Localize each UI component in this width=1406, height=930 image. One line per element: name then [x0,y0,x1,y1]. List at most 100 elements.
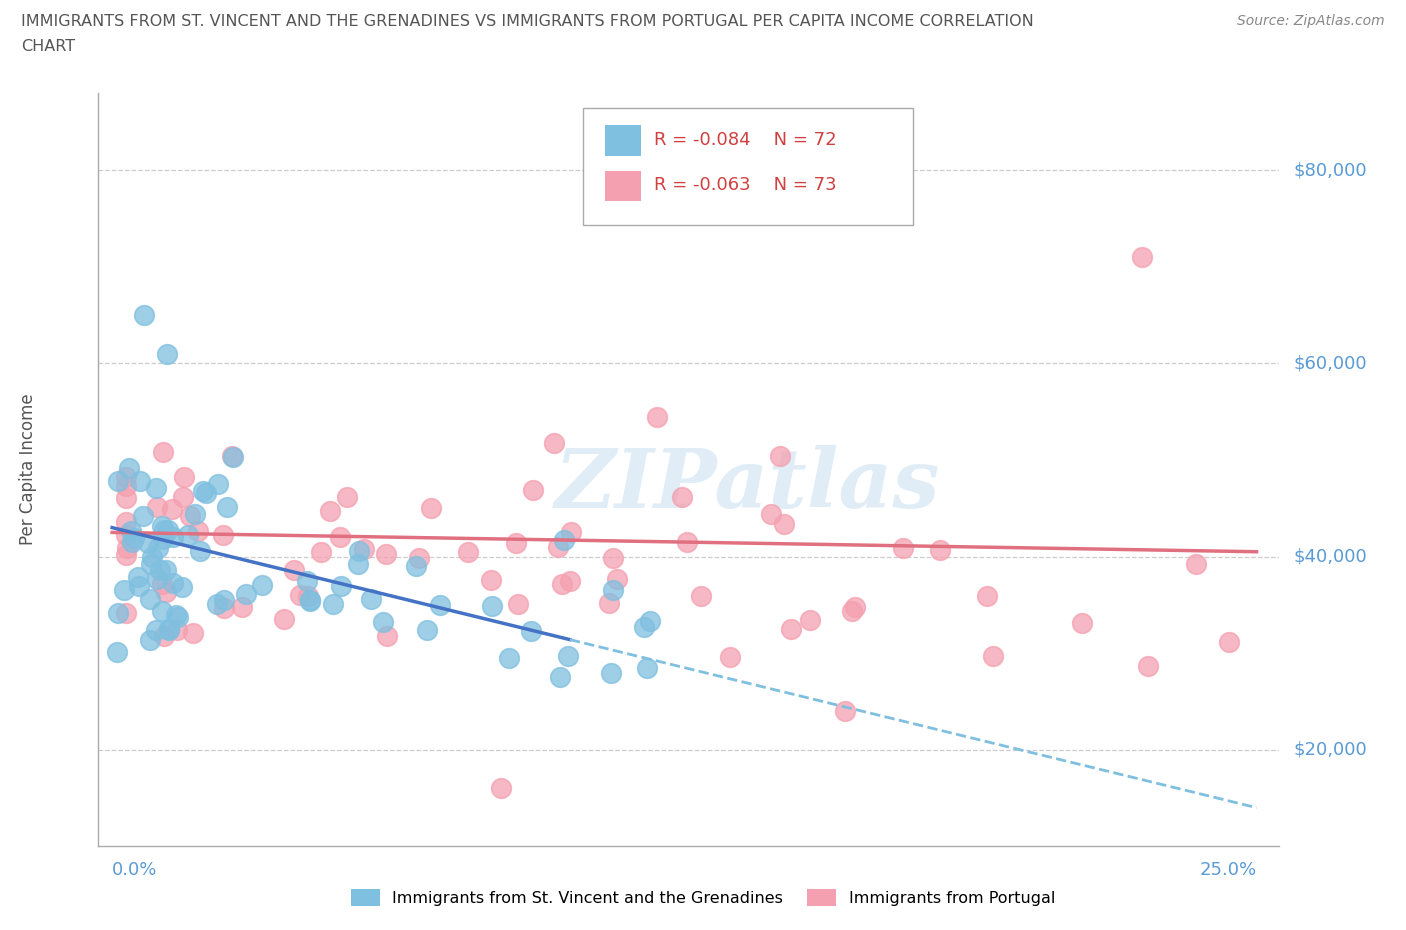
Point [136,536,159,551]
Point [891,540,914,555]
Point [598,595,620,610]
Point [152,445,174,459]
Point [155,584,177,599]
Point [141,550,163,565]
Point [162,529,184,544]
Point [1130,250,1153,265]
FancyBboxPatch shape [582,108,914,225]
Point [115,541,138,556]
Point [1218,635,1240,650]
Text: $80,000: $80,000 [1294,161,1367,179]
Point [146,499,169,514]
Point [173,469,195,484]
Point [1071,616,1094,631]
Point [505,536,527,551]
Point [319,504,342,519]
Point [522,483,544,498]
Point [211,527,233,542]
Point [633,619,655,634]
Point [981,649,1004,664]
Point [408,551,430,565]
Point [560,525,582,539]
Text: $20,000: $20,000 [1294,740,1367,759]
Point [215,499,238,514]
Point [156,523,179,538]
Point [675,535,697,550]
Point [190,543,212,558]
Text: $60,000: $60,000 [1294,354,1367,372]
Point [374,547,396,562]
Point [690,589,713,604]
Point [250,578,273,592]
Point [115,469,138,484]
Point [134,308,156,323]
Point [330,578,353,593]
Point [599,666,621,681]
Point [841,604,863,618]
Point [127,569,149,584]
Point [177,527,200,542]
Point [799,613,821,628]
Point [548,670,571,684]
Point [647,409,669,424]
Point [602,551,624,565]
Point [172,579,194,594]
Point [194,485,217,500]
Point [159,622,181,637]
Point [547,539,569,554]
Point [606,571,628,586]
Point [347,557,370,572]
Text: R = -0.063    N = 73: R = -0.063 N = 73 [654,176,837,193]
Point [139,556,162,571]
Point [214,601,236,616]
Point [557,649,579,664]
Point [553,533,575,548]
Point [150,577,173,591]
Point [117,460,139,475]
Point [207,477,229,492]
Point [152,532,174,547]
Point [205,597,228,612]
Text: IMMIGRANTS FROM ST. VINCENT AND THE GRENADINES VS IMMIGRANTS FROM PORTUGAL PER C: IMMIGRANTS FROM ST. VINCENT AND THE GREN… [21,14,1033,29]
Point [166,623,188,638]
Point [671,490,693,505]
Point [221,449,243,464]
Point [297,574,319,589]
Point [150,518,173,533]
Point [768,448,790,463]
Text: $40,000: $40,000 [1294,548,1367,565]
Text: R = -0.084    N = 72: R = -0.084 N = 72 [654,131,837,149]
Point [283,563,305,578]
Point [329,529,352,544]
Point [184,507,207,522]
Point [479,573,502,588]
Text: CHART: CHART [21,39,75,54]
Point [146,572,169,587]
Point [1185,556,1208,571]
Point [122,531,145,546]
Point [976,589,998,604]
Point [115,606,138,621]
Point [928,543,950,558]
Point [115,548,138,563]
Text: Source: ZipAtlas.com: Source: ZipAtlas.com [1237,14,1385,28]
Point [212,592,235,607]
Text: 0.0%: 0.0% [112,861,157,879]
Legend: Immigrants from St. Vincent and the Grenadines, Immigrants from Portugal: Immigrants from St. Vincent and the Gren… [344,883,1062,912]
Point [377,628,399,643]
Point [457,544,479,559]
Text: 25.0%: 25.0% [1199,861,1257,879]
Point [231,600,253,615]
Text: Per Capita Income: Per Capita Income [18,393,37,546]
Point [187,523,209,538]
Point [773,517,796,532]
Point [759,507,782,522]
Point [155,562,177,577]
Point [138,591,160,606]
Point [222,449,245,464]
Point [150,604,173,618]
Point [335,490,357,505]
Point [145,622,167,637]
Point [115,515,138,530]
Point [551,577,574,591]
